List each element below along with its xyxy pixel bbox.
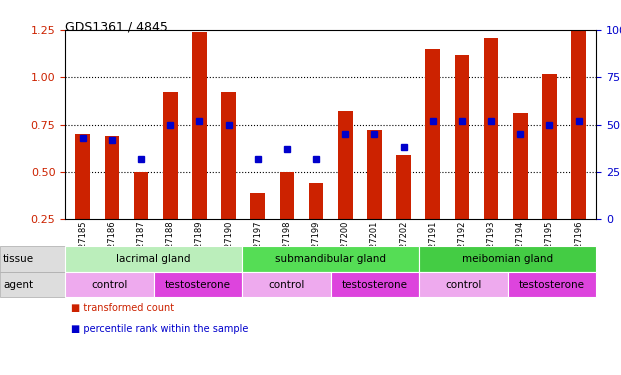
Bar <box>484 38 499 219</box>
Bar <box>396 155 411 219</box>
Bar <box>338 111 353 219</box>
Bar <box>221 93 236 219</box>
Text: control: control <box>268 280 305 290</box>
Bar <box>75 134 90 219</box>
Text: testosterone: testosterone <box>165 280 231 290</box>
Text: GDS1361 / 4845: GDS1361 / 4845 <box>65 21 168 34</box>
Bar <box>513 113 528 219</box>
Bar <box>309 183 324 219</box>
Text: tissue: tissue <box>3 254 34 264</box>
Text: control: control <box>91 280 128 290</box>
Text: meibomian gland: meibomian gland <box>462 254 553 264</box>
Bar <box>279 172 294 219</box>
Text: agent: agent <box>3 280 34 290</box>
Text: submandibular gland: submandibular gland <box>275 254 386 264</box>
Bar <box>250 193 265 219</box>
Bar <box>192 32 207 219</box>
Text: control: control <box>445 280 482 290</box>
Bar <box>425 49 440 219</box>
Bar <box>542 74 557 219</box>
Bar <box>104 136 119 219</box>
Bar <box>367 130 382 219</box>
Bar <box>163 93 178 219</box>
Text: ■ transformed count: ■ transformed count <box>71 303 175 313</box>
Bar <box>134 172 148 219</box>
Text: testosterone: testosterone <box>519 280 585 290</box>
Text: testosterone: testosterone <box>342 280 408 290</box>
Bar <box>571 30 586 219</box>
Text: ■ percentile rank within the sample: ■ percentile rank within the sample <box>71 324 249 334</box>
Bar <box>455 55 469 219</box>
Text: lacrimal gland: lacrimal gland <box>117 254 191 264</box>
